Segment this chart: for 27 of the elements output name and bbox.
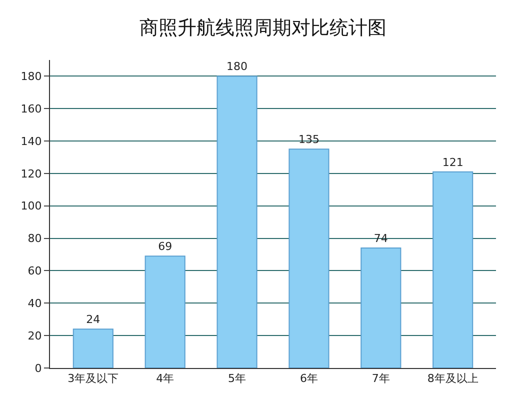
y-tick-label: 40 bbox=[28, 297, 42, 310]
data-label: 69 bbox=[158, 240, 172, 254]
bar bbox=[360, 248, 402, 368]
bar bbox=[72, 328, 114, 368]
x-tick-label: 3年及以下 bbox=[68, 372, 119, 386]
bar bbox=[432, 171, 474, 368]
bar bbox=[144, 256, 186, 368]
data-label: 24 bbox=[86, 313, 100, 326]
data-label: 180 bbox=[226, 60, 248, 74]
y-tick-label: 80 bbox=[28, 232, 42, 246]
y-tick-label: 180 bbox=[20, 70, 42, 84]
y-tick-label: 120 bbox=[20, 167, 42, 180]
bar bbox=[216, 76, 258, 368]
x-tick-label: 6年 bbox=[300, 372, 318, 386]
y-tick-label: 160 bbox=[20, 102, 42, 116]
x-tick-label: 5年 bbox=[228, 372, 246, 386]
y-tick-label: 20 bbox=[28, 329, 42, 342]
y-tick-label: 100 bbox=[20, 200, 42, 213]
x-tick-label: 7年 bbox=[372, 372, 390, 386]
y-tick-label: 0 bbox=[34, 362, 42, 375]
y-tick-label: 60 bbox=[28, 264, 42, 278]
x-tick-label: 4年 bbox=[156, 372, 174, 386]
chart-title: 商照升航线照周期对比统计图 bbox=[140, 16, 386, 39]
bar bbox=[288, 148, 330, 368]
x-tick-label: 8年及以上 bbox=[427, 372, 478, 386]
y-tick-label: 140 bbox=[20, 134, 42, 148]
data-label: 121 bbox=[442, 156, 464, 169]
